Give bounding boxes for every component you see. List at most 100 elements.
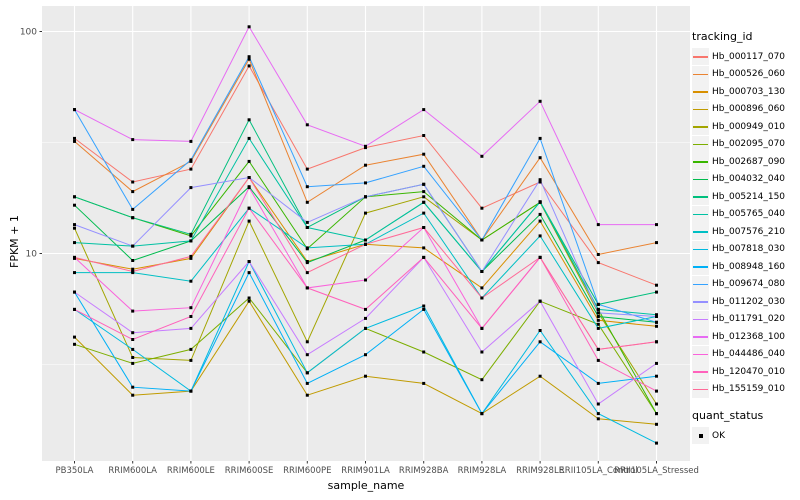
data-point xyxy=(538,180,542,184)
legend-label: Hb_000949_010 xyxy=(712,121,786,132)
data-point xyxy=(73,290,76,294)
legend-label: Hb_044486_040 xyxy=(712,349,786,360)
legend: tracking_id Hb_000117_070 Hb_000526_060 Hb… xyxy=(692,30,785,445)
legend-item: Hb_044486_040 xyxy=(692,345,786,364)
data-point xyxy=(305,246,309,250)
data-point xyxy=(538,156,542,160)
legend-key-line-icon xyxy=(692,188,709,206)
legend-label: Hb_012368_100 xyxy=(712,331,786,342)
legend-key-line-icon xyxy=(692,293,709,311)
data-point xyxy=(364,181,367,185)
x-tick-label: RRIM600LA xyxy=(108,466,157,476)
data-point xyxy=(189,315,193,318)
data-point xyxy=(189,254,193,258)
data-point xyxy=(480,154,484,158)
x-tick-label: RRIM600PE xyxy=(283,466,331,476)
data-point xyxy=(538,200,542,204)
data-point xyxy=(131,361,135,365)
data-point xyxy=(131,180,135,184)
data-point xyxy=(655,402,658,406)
legend-item: Hb_005214_150 xyxy=(692,188,785,206)
data-point xyxy=(305,226,309,229)
data-point xyxy=(596,307,600,311)
data-point xyxy=(655,361,658,365)
data-point xyxy=(596,322,600,326)
data-point xyxy=(189,232,193,236)
data-point xyxy=(480,270,484,273)
data-point xyxy=(131,244,135,248)
data-point xyxy=(422,307,426,311)
x-tick-label: RRIM600SE xyxy=(225,466,274,476)
legend-title-quant-status: quant_status xyxy=(692,409,764,422)
legend-items: Hb_000117_070 Hb_000526_060 Hb_000703_130 H… xyxy=(692,48,785,398)
data-point xyxy=(73,195,76,199)
data-point xyxy=(364,238,367,242)
data-point xyxy=(538,329,542,332)
data-point xyxy=(364,278,367,282)
data-point xyxy=(596,223,600,227)
data-point xyxy=(131,267,135,271)
legend-item: Hb_011202_030 xyxy=(692,293,785,311)
data-point xyxy=(247,271,251,275)
data-point xyxy=(247,136,251,140)
x-tick-label: PB350LA xyxy=(56,466,94,476)
data-point xyxy=(655,320,658,324)
data-point xyxy=(305,220,309,224)
x-tick-label: RRIM928LA xyxy=(458,466,507,476)
data-point xyxy=(538,212,542,216)
data-point xyxy=(189,234,193,238)
data-point xyxy=(131,347,135,351)
data-point xyxy=(73,203,76,207)
data-point xyxy=(596,302,600,306)
data-point xyxy=(189,167,193,171)
legend-key-line-icon xyxy=(692,258,709,276)
data-point xyxy=(655,441,658,445)
legend-key-line-icon xyxy=(692,205,709,223)
legend-label: Hb_005214_150 xyxy=(712,191,786,202)
data-point xyxy=(189,186,193,190)
data-point xyxy=(422,152,426,156)
data-point xyxy=(189,139,193,143)
data-point xyxy=(131,309,135,313)
legend-label: Hb_005765_040 xyxy=(712,209,786,220)
data-point xyxy=(538,340,542,344)
legend-label: Hb_000117_070 xyxy=(712,51,786,62)
data-point xyxy=(247,55,251,59)
data-point xyxy=(422,304,426,308)
x-tick-label: RRII105LA_Control xyxy=(559,466,638,476)
data-point xyxy=(305,167,309,171)
data-point xyxy=(480,296,484,300)
data-point xyxy=(305,286,309,290)
legend-key-line-icon xyxy=(692,83,709,101)
data-point xyxy=(596,402,600,406)
data-point xyxy=(305,353,309,357)
data-point xyxy=(364,242,367,246)
data-point xyxy=(73,226,76,230)
data-point xyxy=(596,326,600,330)
legend-label: Hb_004032_040 xyxy=(712,174,786,185)
data-point xyxy=(655,340,658,344)
data-point xyxy=(131,385,135,389)
data-point xyxy=(422,108,426,112)
legend-title-tracking-id: tracking_id xyxy=(692,30,753,43)
data-point xyxy=(538,374,542,378)
legend-label: Hb_007818_030 xyxy=(712,244,786,255)
data-point xyxy=(305,381,309,385)
legend-key-line-icon xyxy=(692,135,709,153)
data-point xyxy=(247,159,251,163)
data-point xyxy=(247,176,251,179)
y-tick-label: 100 xyxy=(20,28,37,38)
data-point xyxy=(73,139,76,143)
legend-label: Hb_002095_070 xyxy=(712,139,786,150)
data-point xyxy=(305,185,309,189)
data-point xyxy=(538,299,542,303)
data-point xyxy=(73,136,76,140)
data-point xyxy=(131,138,135,142)
legend-item: Hb_000949_010 xyxy=(692,118,785,136)
legend-key-line-icon xyxy=(692,310,709,328)
data-point xyxy=(247,25,251,29)
data-point xyxy=(247,299,251,303)
data-point xyxy=(655,223,658,227)
legend-key-line-icon xyxy=(692,380,709,398)
